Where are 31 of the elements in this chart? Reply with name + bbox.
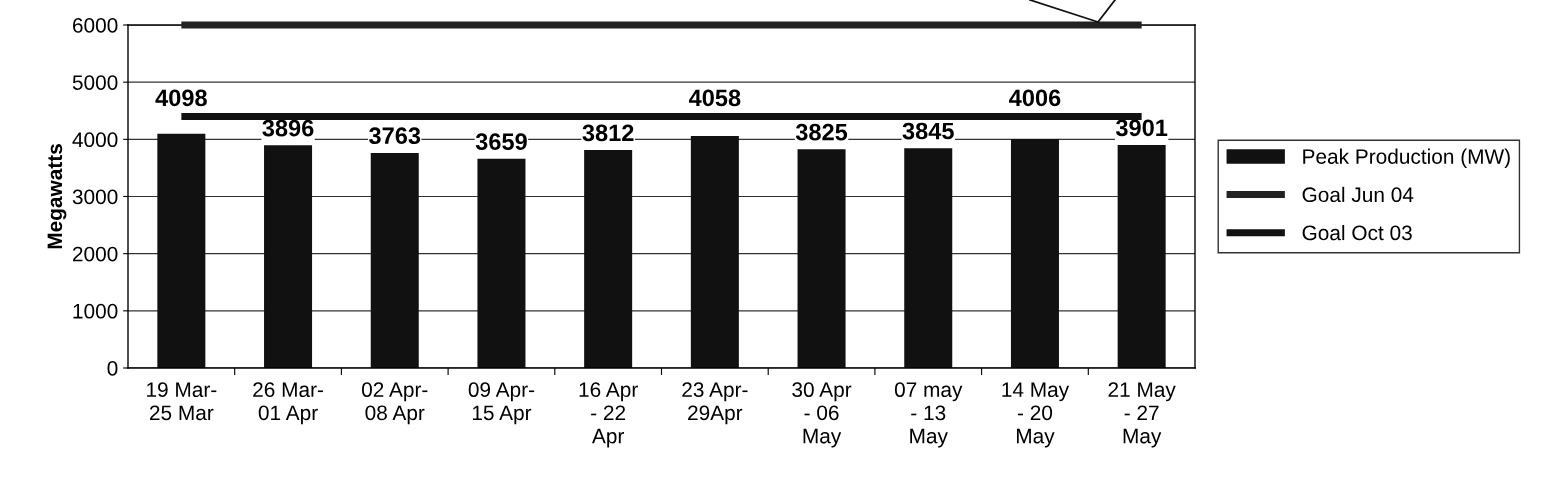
x-tick-label: 09 Apr- 15 Apr (468, 382, 535, 425)
legend-label: Peak Production (MW) (1303, 148, 1510, 169)
y-tick-label: 0 (107, 361, 118, 376)
data-label: 3901 (1115, 119, 1168, 137)
y-tick-label: 5000 (72, 75, 118, 90)
data-label: 4006 (1009, 89, 1061, 107)
x-tick-label: 23 Apr- 29Apr (682, 382, 748, 425)
data-label: 4058 (688, 89, 741, 107)
y-tick-label: 3000 (72, 189, 118, 205)
data-label: 3896 (262, 119, 314, 137)
x-tick-label: 19 Mar- 25 Mar (147, 382, 217, 421)
x-tick-label: 21 May - 27 May (1108, 382, 1176, 448)
data-label: 4098 (155, 89, 207, 107)
x-tick-label: 02 Apr- 08 Apr (361, 382, 428, 425)
data-label: 3825 (795, 123, 848, 141)
y-tick-label: 6000 (72, 18, 118, 33)
data-label: 3812 (582, 124, 634, 142)
x-tick-label: 16 Apr - 22 Apr (579, 382, 638, 448)
data-label: 3763 (369, 127, 421, 145)
data-label: 3659 (475, 133, 527, 151)
legend-label: Goal Oct 03 (1302, 224, 1412, 241)
x-tick-label: 26 Mar- 01 Apr (253, 382, 324, 425)
legend-label: Goal Jun 04 (1302, 186, 1414, 203)
y-tick-label: 2000 (72, 246, 118, 262)
y-axis-title: Megawatts (47, 144, 67, 249)
y-tick-label: 1000 (73, 303, 118, 319)
x-tick-label: 14 May - 20 May (1002, 382, 1070, 448)
x-tick-label: 07 may - 13 May (894, 382, 963, 448)
data-label: 3845 (902, 122, 954, 140)
x-tick-label: 30 Apr - 06 May (792, 382, 852, 448)
y-tick-label: 4000 (72, 132, 118, 148)
